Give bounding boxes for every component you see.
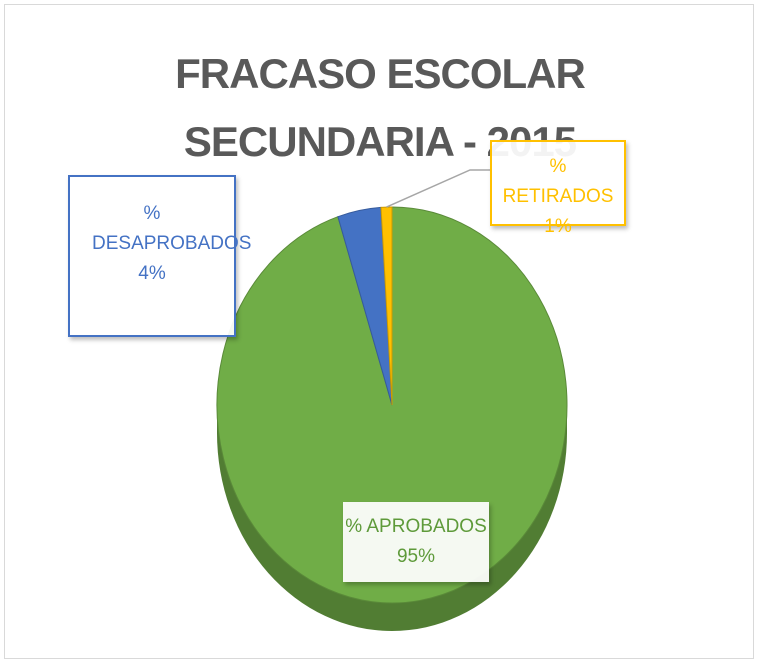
data-label: % RETIRADOS 1%: [490, 140, 626, 237]
label-value: 1%: [544, 216, 572, 237]
label-category: % APROBADOS: [345, 516, 487, 537]
label-value: 4%: [138, 263, 166, 284]
label-category: % RETIRADOS: [502, 156, 614, 207]
leader-line: [386, 169, 490, 208]
chart-frame: [4, 4, 754, 659]
label-value: 95%: [396, 546, 436, 567]
data-label: % DESAPROBADOS 4%: [68, 175, 252, 337]
data-label: % APROBADOS 95%: [343, 502, 489, 582]
label-category: % DESAPROBADOS: [92, 203, 252, 254]
